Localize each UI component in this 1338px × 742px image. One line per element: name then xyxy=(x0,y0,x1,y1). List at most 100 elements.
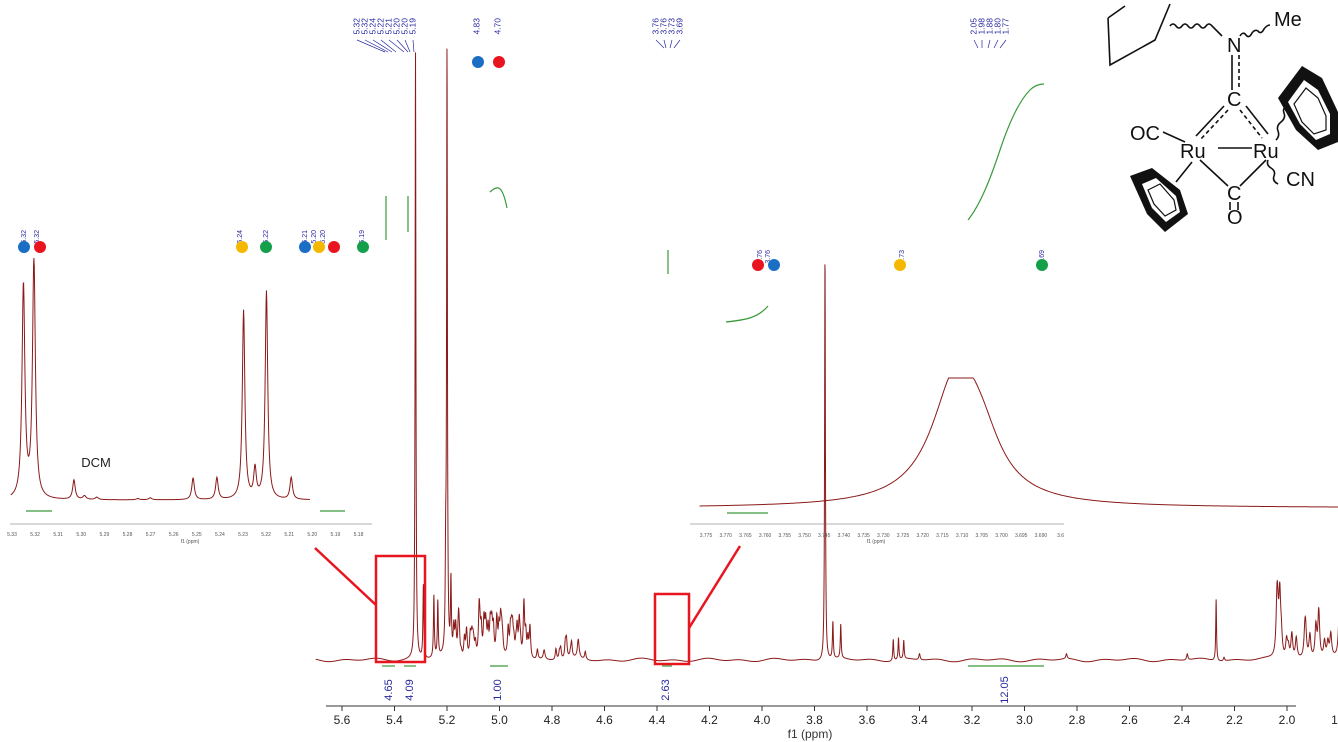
peak-label: 5.24 xyxy=(367,18,377,35)
peak-label: 3.69 xyxy=(674,18,684,35)
peak-markers xyxy=(18,56,1048,271)
inset-peak-label: 3.76 xyxy=(765,250,772,264)
inset-left-tick-label: 5.22 xyxy=(261,532,271,538)
bond-ru2-c xyxy=(1239,159,1267,187)
marker-red xyxy=(328,241,340,253)
x-tick-label: 4.0 xyxy=(754,713,771,727)
bond-c-ru2 xyxy=(1239,109,1263,139)
marker-blue xyxy=(299,241,311,253)
x-tick-label: 5.0 xyxy=(491,713,508,727)
label-c-top: C xyxy=(1227,89,1241,111)
inset-peak-label: 5.22 xyxy=(263,230,270,244)
peak-label: 1.88 xyxy=(984,18,994,35)
integral-value: 12.05 xyxy=(999,676,1011,704)
peak-label: 1.77 xyxy=(1000,18,1010,35)
label-o-bottom: O xyxy=(1227,207,1243,229)
inset-peak-label: 3.73 xyxy=(899,250,906,264)
x-tick-label: 2.4 xyxy=(1174,713,1191,727)
label-cn: CN xyxy=(1286,169,1315,191)
cp-ring-left xyxy=(1130,168,1188,232)
integral-value: 2.63 xyxy=(660,679,672,700)
inset-left-spectrum xyxy=(10,257,310,501)
inset-right-integral-curve xyxy=(725,305,769,323)
inset-right-tick-label: 3.730 xyxy=(877,533,890,539)
peak-label: 5.32 xyxy=(351,18,361,35)
inset-peak-label: 3.69 xyxy=(1039,250,1046,264)
peak-label: 1.98 xyxy=(976,18,986,35)
zoom-connector-right xyxy=(687,545,742,629)
x-tick-label: 2.6 xyxy=(1121,713,1138,727)
inset-left-tick-label: 5.29 xyxy=(100,532,110,538)
x-tick-label: 5.4 xyxy=(386,713,403,727)
inset-right-tick-label: 3.765 xyxy=(739,533,752,539)
label-ru1: Ru xyxy=(1180,141,1206,163)
peak-label: 3.73 xyxy=(666,18,676,35)
inset-right-tick-label: 3.715 xyxy=(936,533,949,539)
x-tick-label: 3.0 xyxy=(1016,713,1033,727)
inset-peak-label: 5.24 xyxy=(237,230,244,244)
label-oc: OC xyxy=(1130,123,1160,145)
inset-peak-label: 5.32 xyxy=(34,230,41,244)
label-c-bottom: C xyxy=(1227,183,1241,205)
molecule-structure xyxy=(1107,3,1289,210)
inset-peak-label: 5.20 xyxy=(320,230,327,244)
inset-right-tick-label: 3.720 xyxy=(916,533,929,539)
inset-right-tick-label: 3.745 xyxy=(818,533,831,539)
bond-oc-ru1 xyxy=(1162,131,1186,143)
inset-peak-label: 5.32 xyxy=(21,230,28,244)
dcm-annotation: DCM xyxy=(81,455,111,470)
peak-label: 5.20 xyxy=(399,18,409,35)
inset-left-tick-label: 5.32 xyxy=(30,532,40,538)
peak-label: 5.21 xyxy=(383,18,393,35)
marker-yellow xyxy=(313,241,325,253)
x-tick-label: 1.8 xyxy=(1331,713,1338,727)
marker-red xyxy=(493,56,505,68)
x-tick-label: 3.2 xyxy=(964,713,981,727)
bond-c-ru1-solid xyxy=(1195,105,1225,137)
marker-blue xyxy=(768,259,780,271)
integral-value: 4.09 xyxy=(404,679,416,700)
label-n: N xyxy=(1227,35,1241,57)
peak-label: 1.80 xyxy=(992,18,1002,35)
inset-left-tick-label: 5.27 xyxy=(146,532,156,538)
bond-ru1-cp xyxy=(1175,161,1193,183)
bond-ru1-c xyxy=(1199,159,1229,187)
inset-right-tick-label: 3.700 xyxy=(995,533,1008,539)
inset-peak-label: 5.21 xyxy=(302,230,309,244)
inset-right-tick-label: 3.6 xyxy=(1057,533,1064,539)
main-integral-curves: 4.65 4.09 1.00 2.63 12.05 xyxy=(382,83,1045,704)
wavy-bond-me xyxy=(1239,24,1271,38)
inset-left-tick-label: 5.33 xyxy=(7,532,17,538)
inset-right-tick-label: 3.760 xyxy=(759,533,772,539)
peak-label-connectors xyxy=(356,39,1007,53)
main-x-axis: 5.6 5.4 5.2 5.0 4.8 4.6 4.4 4.2 4.0 3.8 3.6 3.4 3.2 3… xyxy=(326,705,1338,727)
marker-red xyxy=(752,259,764,271)
inset-right-tick-label: 3.725 xyxy=(897,533,910,539)
marker-yellow xyxy=(236,241,248,253)
inset-left-tick-label: 5.24 xyxy=(215,532,225,538)
inset-left-tick-label: 5.31 xyxy=(53,532,63,538)
wavy-bond-cy xyxy=(1169,23,1223,37)
inset-right-tick-label: 3.740 xyxy=(838,533,851,539)
marker-yellow xyxy=(894,259,906,271)
bond-c-ru1 xyxy=(1199,109,1229,141)
integral-curve xyxy=(967,83,1045,221)
spectrum-line xyxy=(315,48,1338,663)
inset-right: 3.775 3.770 3.765 3.760 3.755 3.750 3.745 3.740… xyxy=(690,250,1338,545)
marker-red xyxy=(34,241,46,253)
zoom-box-left xyxy=(374,554,427,664)
zoom-connector-left xyxy=(314,547,377,606)
label-ru2: Ru xyxy=(1253,141,1279,163)
marker-green xyxy=(357,241,369,253)
x-tick-label: 5.2 xyxy=(439,713,456,727)
marker-green xyxy=(1036,259,1048,271)
marker-blue xyxy=(18,241,30,253)
inset-right-tick-label: 3.775 xyxy=(700,533,713,539)
inset-right-spectrum xyxy=(699,377,1338,508)
inset-right-tick-label: 3.710 xyxy=(956,533,969,539)
x-tick-label: 4.6 xyxy=(596,713,613,727)
peak-label: 5.22 xyxy=(375,18,385,35)
inset-left-xlabel: f1 (ppm) xyxy=(181,539,200,545)
peak-label: 3.76 xyxy=(650,18,660,35)
